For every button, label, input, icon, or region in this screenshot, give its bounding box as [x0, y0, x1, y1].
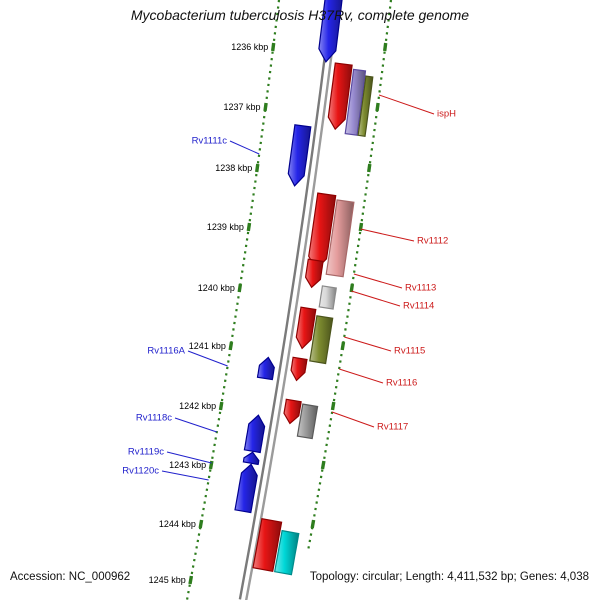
scale-label-1245: 1245 kbp — [148, 575, 186, 585]
ruler-tick-left — [208, 460, 214, 470]
backbone-strand-2 — [244, 0, 340, 600]
leader-ispH — [378, 94, 435, 115]
gene-cds-bottom-b[interactable] — [274, 529, 300, 576]
scale-label-1237: 1237 kbp — [223, 102, 261, 112]
ruler-tick-right — [383, 42, 388, 52]
ruler-arc-right — [306, 0, 393, 553]
gene-ispH[interactable] — [327, 62, 353, 131]
leader-Rv1118c — [174, 417, 217, 433]
gene-Rv1120c[interactable] — [234, 463, 258, 514]
gene-label-Rv1118c[interactable]: Rv1118c — [135, 412, 172, 424]
gene-Rv1115-bar[interactable] — [309, 315, 334, 365]
scale-label-1244: 1244 kbp — [158, 519, 196, 529]
gene-Rv1114[interactable] — [318, 285, 337, 310]
gene-Rv1118c[interactable] — [243, 414, 266, 454]
gene-label-Rv1114[interactable]: Rv1114 — [403, 300, 435, 312]
gene-Rv1112-bar[interactable] — [325, 199, 355, 278]
scale-label-1241: 1241 kbp — [188, 341, 226, 351]
leader-Rv1111c — [229, 140, 260, 155]
ruler-tick-left — [237, 283, 243, 293]
leader-Rv1117 — [331, 411, 375, 428]
leader-Rv1115 — [344, 336, 392, 352]
gene-Rv1117-bar[interactable] — [296, 403, 319, 440]
leader-Rv1116 — [339, 368, 384, 384]
ruler-tick-right — [358, 222, 364, 232]
gene-cds-top[interactable] — [318, 0, 343, 63]
gene-Rv1115[interactable] — [295, 306, 317, 350]
gene-Rv1119c[interactable] — [242, 451, 260, 466]
gene-Rv1116A[interactable] — [256, 356, 275, 381]
gene-Rv1116[interactable] — [290, 356, 308, 382]
leader-Rv1114 — [351, 290, 401, 307]
gene-label-Rv1112[interactable]: Rv1112 — [417, 235, 449, 247]
gene-label-Rv1120c[interactable]: Rv1120c — [122, 465, 159, 477]
gene-label-Rv1119c[interactable]: Rv1119c — [127, 446, 164, 458]
scale-label-1242: 1242 kbp — [179, 401, 217, 411]
gene-label-Rv1111c[interactable]: Rv1111c — [191, 135, 227, 147]
gene-ispH-bar1[interactable] — [344, 68, 367, 136]
ruler-tick-left — [246, 222, 252, 232]
ruler-tick-left — [263, 102, 268, 112]
leader-Rv1113 — [353, 273, 403, 289]
scale-label-1239: 1239 kbp — [206, 222, 244, 232]
scale-label-1243: 1243 kbp — [169, 460, 207, 470]
ruler-tick-left — [198, 519, 204, 529]
gene-ispH-bar2[interactable] — [357, 75, 374, 137]
scale-label-1240: 1240 kbp — [197, 283, 235, 293]
ruler-tick-right — [310, 519, 316, 529]
ruler-tick-left — [255, 163, 260, 173]
gene-label-Rv1117[interactable]: Rv1117 — [377, 421, 409, 433]
ruler-tick-left — [228, 341, 234, 351]
gene-label-ispH[interactable]: ispH — [437, 108, 457, 120]
gene-cds-bottom-a[interactable] — [252, 518, 283, 572]
gene-Rv1117[interactable] — [283, 398, 302, 425]
backbone-strand-1 — [238, 0, 333, 600]
ruler-tick-left — [271, 42, 276, 52]
gene-Rv1113[interactable] — [304, 258, 324, 289]
ruler-tick-left — [188, 575, 194, 585]
page-title: Mycobacterium tuberculosis H37Rv, comple… — [130, 7, 470, 23]
status-topology: Topology: circular; Length: 4,411,532 bp… — [309, 571, 589, 583]
gene-label-Rv1116[interactable]: Rv1116 — [386, 377, 418, 389]
gene-label-Rv1113[interactable]: Rv1113 — [405, 282, 437, 294]
scale-label-1238: 1238 kbp — [215, 163, 253, 173]
ruler-tick-right — [320, 460, 326, 470]
ruler-tick-right — [340, 341, 346, 351]
gene-label-Rv1115[interactable]: Rv1115 — [394, 345, 426, 357]
gene-Rv1111c[interactable] — [287, 124, 312, 187]
scale-label-1236: 1236 kbp — [231, 42, 269, 52]
leader-Rv1116A — [187, 350, 228, 367]
leader-Rv1112 — [360, 228, 415, 242]
leader-Rv1120c — [161, 470, 209, 481]
ruler-tick-right — [367, 163, 372, 173]
ruler-tick-right — [349, 283, 355, 293]
status-accession: Accession: NC_000962 — [10, 571, 131, 583]
gene-label-Rv1116A[interactable]: Rv1116A — [147, 345, 185, 357]
ruler-tick-right — [330, 401, 336, 411]
ruler-tick-right — [375, 102, 380, 112]
leader-Rv1119c — [166, 451, 212, 464]
ruler-tick-left — [218, 401, 224, 411]
